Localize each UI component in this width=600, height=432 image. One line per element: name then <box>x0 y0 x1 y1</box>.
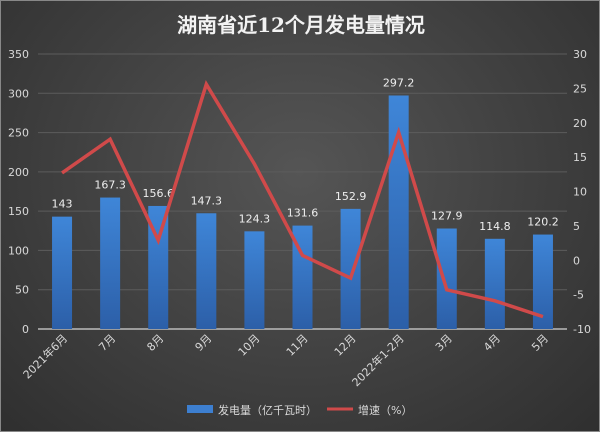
x-tick-label: 10月 <box>236 332 263 359</box>
bar <box>52 216 73 329</box>
bar-data-label: 297.2 <box>383 76 415 89</box>
y-right-tick-label: 25 <box>573 82 587 95</box>
bar-data-label: 124.3 <box>239 212 271 225</box>
bar <box>340 208 361 329</box>
x-tick-label: 9月 <box>193 332 215 354</box>
y-left-tick-label: 150 <box>8 205 29 218</box>
bar-data-label: 127.9 <box>431 210 463 223</box>
x-tick-label: 4月 <box>481 332 503 354</box>
y-right-tick-label: 15 <box>573 151 587 164</box>
chart-title: 湖南省近12个月发电量情况 <box>177 13 425 37</box>
x-tick-label: 8月 <box>144 332 166 354</box>
x-tick-label: 2021年6月 <box>20 331 70 381</box>
bar <box>100 197 121 329</box>
y-left-tick-label: 100 <box>8 244 29 257</box>
y-left-tick-label: 200 <box>8 166 29 179</box>
bar-data-label: 167.3 <box>94 179 126 192</box>
bar <box>436 228 457 329</box>
x-tick-label: 12月 <box>332 332 359 359</box>
y-right-tick-label: 20 <box>573 117 587 130</box>
y-right-tick-label: 10 <box>573 186 587 199</box>
bar <box>484 238 505 329</box>
y-right-tick-label: 5 <box>573 220 580 233</box>
bar <box>196 213 217 329</box>
y-right-tick-label: 0 <box>573 254 580 267</box>
bar-data-label: 131.6 <box>287 207 319 220</box>
bar <box>532 234 553 329</box>
bar <box>244 231 265 329</box>
bar-data-label: 152.9 <box>335 190 367 203</box>
x-tick-label: 3月 <box>433 332 455 354</box>
bar-data-label: 120.2 <box>527 216 559 229</box>
y-right-tick-label: 30 <box>573 48 587 61</box>
legend-label-bar: 发电量（亿千瓦时） <box>218 403 317 417</box>
bar-data-label: 156.6 <box>142 187 174 200</box>
y-left-tick-label: 300 <box>8 87 29 100</box>
legend-swatch-bar <box>187 405 213 413</box>
y-right-tick-label: -5 <box>573 289 584 302</box>
x-tick-label: 2022年1-2月 <box>349 331 407 389</box>
legend-label-line: 增速（%） <box>358 403 412 417</box>
y-left-tick-label: 350 <box>8 48 29 61</box>
bar-data-label: 147.3 <box>191 194 223 207</box>
bar <box>292 225 313 329</box>
bar <box>148 205 169 329</box>
x-tick-label: 5月 <box>529 332 551 354</box>
bar-data-label: 143 <box>52 198 73 211</box>
y-right-tick-label: -10 <box>573 323 591 336</box>
y-left-tick-label: 50 <box>15 284 29 297</box>
bar-data-label: 114.8 <box>479 220 511 233</box>
y-left-tick-label: 250 <box>8 127 29 140</box>
x-tick-label: 11月 <box>284 332 311 359</box>
x-tick-label: 7月 <box>96 332 118 354</box>
y-left-tick-label: 0 <box>22 323 29 336</box>
